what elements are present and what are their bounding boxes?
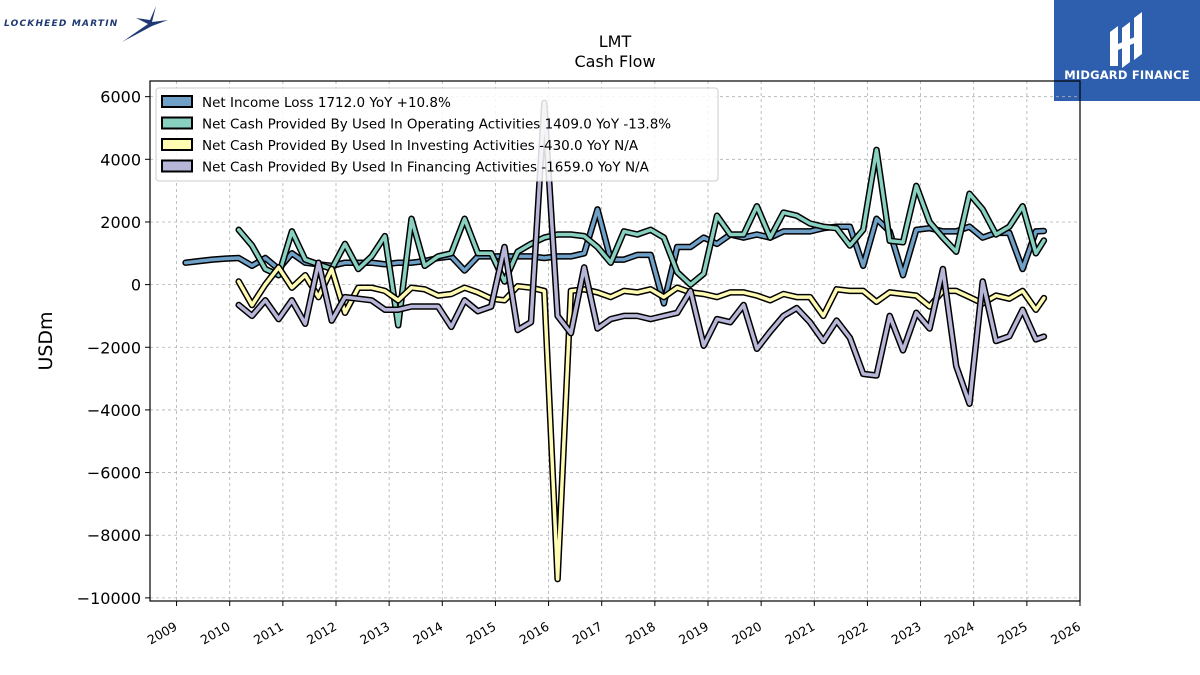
- y-axis-label: USDm: [35, 311, 57, 370]
- y-tick-label: −4000: [87, 401, 141, 420]
- x-tick-label: 2022: [835, 619, 870, 648]
- x-tick-label: 2013: [357, 619, 392, 648]
- x-tick-label: 2015: [463, 619, 498, 648]
- legend-swatch: [161, 138, 193, 151]
- legend-swatch: [161, 116, 193, 130]
- x-tick-label: 2024: [942, 619, 977, 648]
- chart-subtitle: Cash Flow: [574, 52, 656, 71]
- x-tick-label: 2018: [623, 619, 658, 648]
- axes-frame: [149, 80, 1081, 602]
- legend-swatch: [161, 159, 193, 173]
- x-tick-label: 2011: [251, 619, 286, 648]
- legend-entry-label: Net Cash Provided By Used In Investing A…: [202, 138, 639, 154]
- legend-entry-label: Net Cash Provided By Used In Financing A…: [202, 160, 650, 176]
- midgard-finance-logo: MIDGARD FINANCE: [1054, 0, 1200, 101]
- y-tick-label: 0: [131, 276, 141, 295]
- series-stroke: [236, 265, 1046, 581]
- x-tick-label: 2017: [570, 619, 605, 648]
- midgard-mark-icon: [1110, 12, 1142, 68]
- y-tick-label: −8000: [87, 526, 141, 545]
- x-tick-label: 2020: [729, 619, 764, 648]
- y-tick-label: −10000: [77, 589, 141, 608]
- legend-swatch: [161, 95, 193, 108]
- x-tick-label: 2016: [517, 619, 552, 648]
- x-tick-label: 2021: [782, 619, 817, 648]
- legend: Net Income Loss 1712.0 YoY +10.8% Net Cas…: [155, 87, 719, 182]
- x-tick-label: 2014: [410, 619, 445, 648]
- x-tick-label: 2010: [198, 619, 233, 648]
- y-tick-label: −2000: [87, 338, 141, 357]
- legend-entry-label: Net Income Loss 1712.0 YoY +10.8%: [202, 95, 451, 111]
- y-tick-label: 2000: [100, 213, 141, 232]
- legend-entry-label: Net Cash Provided By Used In Operating A…: [202, 117, 671, 133]
- lockheed-martin-wordmark: LOCKHEED MARTIN: [4, 19, 119, 29]
- lockheed-martin-logo: LOCKHEED MARTIN: [4, 4, 174, 44]
- x-tick-label: 2019: [676, 619, 711, 648]
- x-tick-label: 2026: [1048, 619, 1083, 648]
- series-stroke: [236, 101, 1046, 406]
- midgard-finance-wordmark: MIDGARD FINANCE: [1064, 68, 1190, 82]
- series-stroke: [236, 148, 1046, 328]
- x-tick-label: 2012: [304, 619, 339, 648]
- legend-box: [155, 87, 719, 182]
- x-tick-label: 2025: [995, 619, 1030, 648]
- x-tick-label: 2023: [889, 619, 924, 648]
- series-line-2: [235, 146, 1048, 329]
- y-tick-label: 6000: [100, 88, 141, 107]
- y-tick-label: −6000: [87, 464, 141, 483]
- x-tick-label: 2009: [145, 619, 180, 648]
- series-line-3: [235, 264, 1048, 583]
- series-line-4: [235, 99, 1048, 407]
- chart-title: LMT: [598, 32, 632, 51]
- y-tick-label: 4000: [100, 150, 141, 169]
